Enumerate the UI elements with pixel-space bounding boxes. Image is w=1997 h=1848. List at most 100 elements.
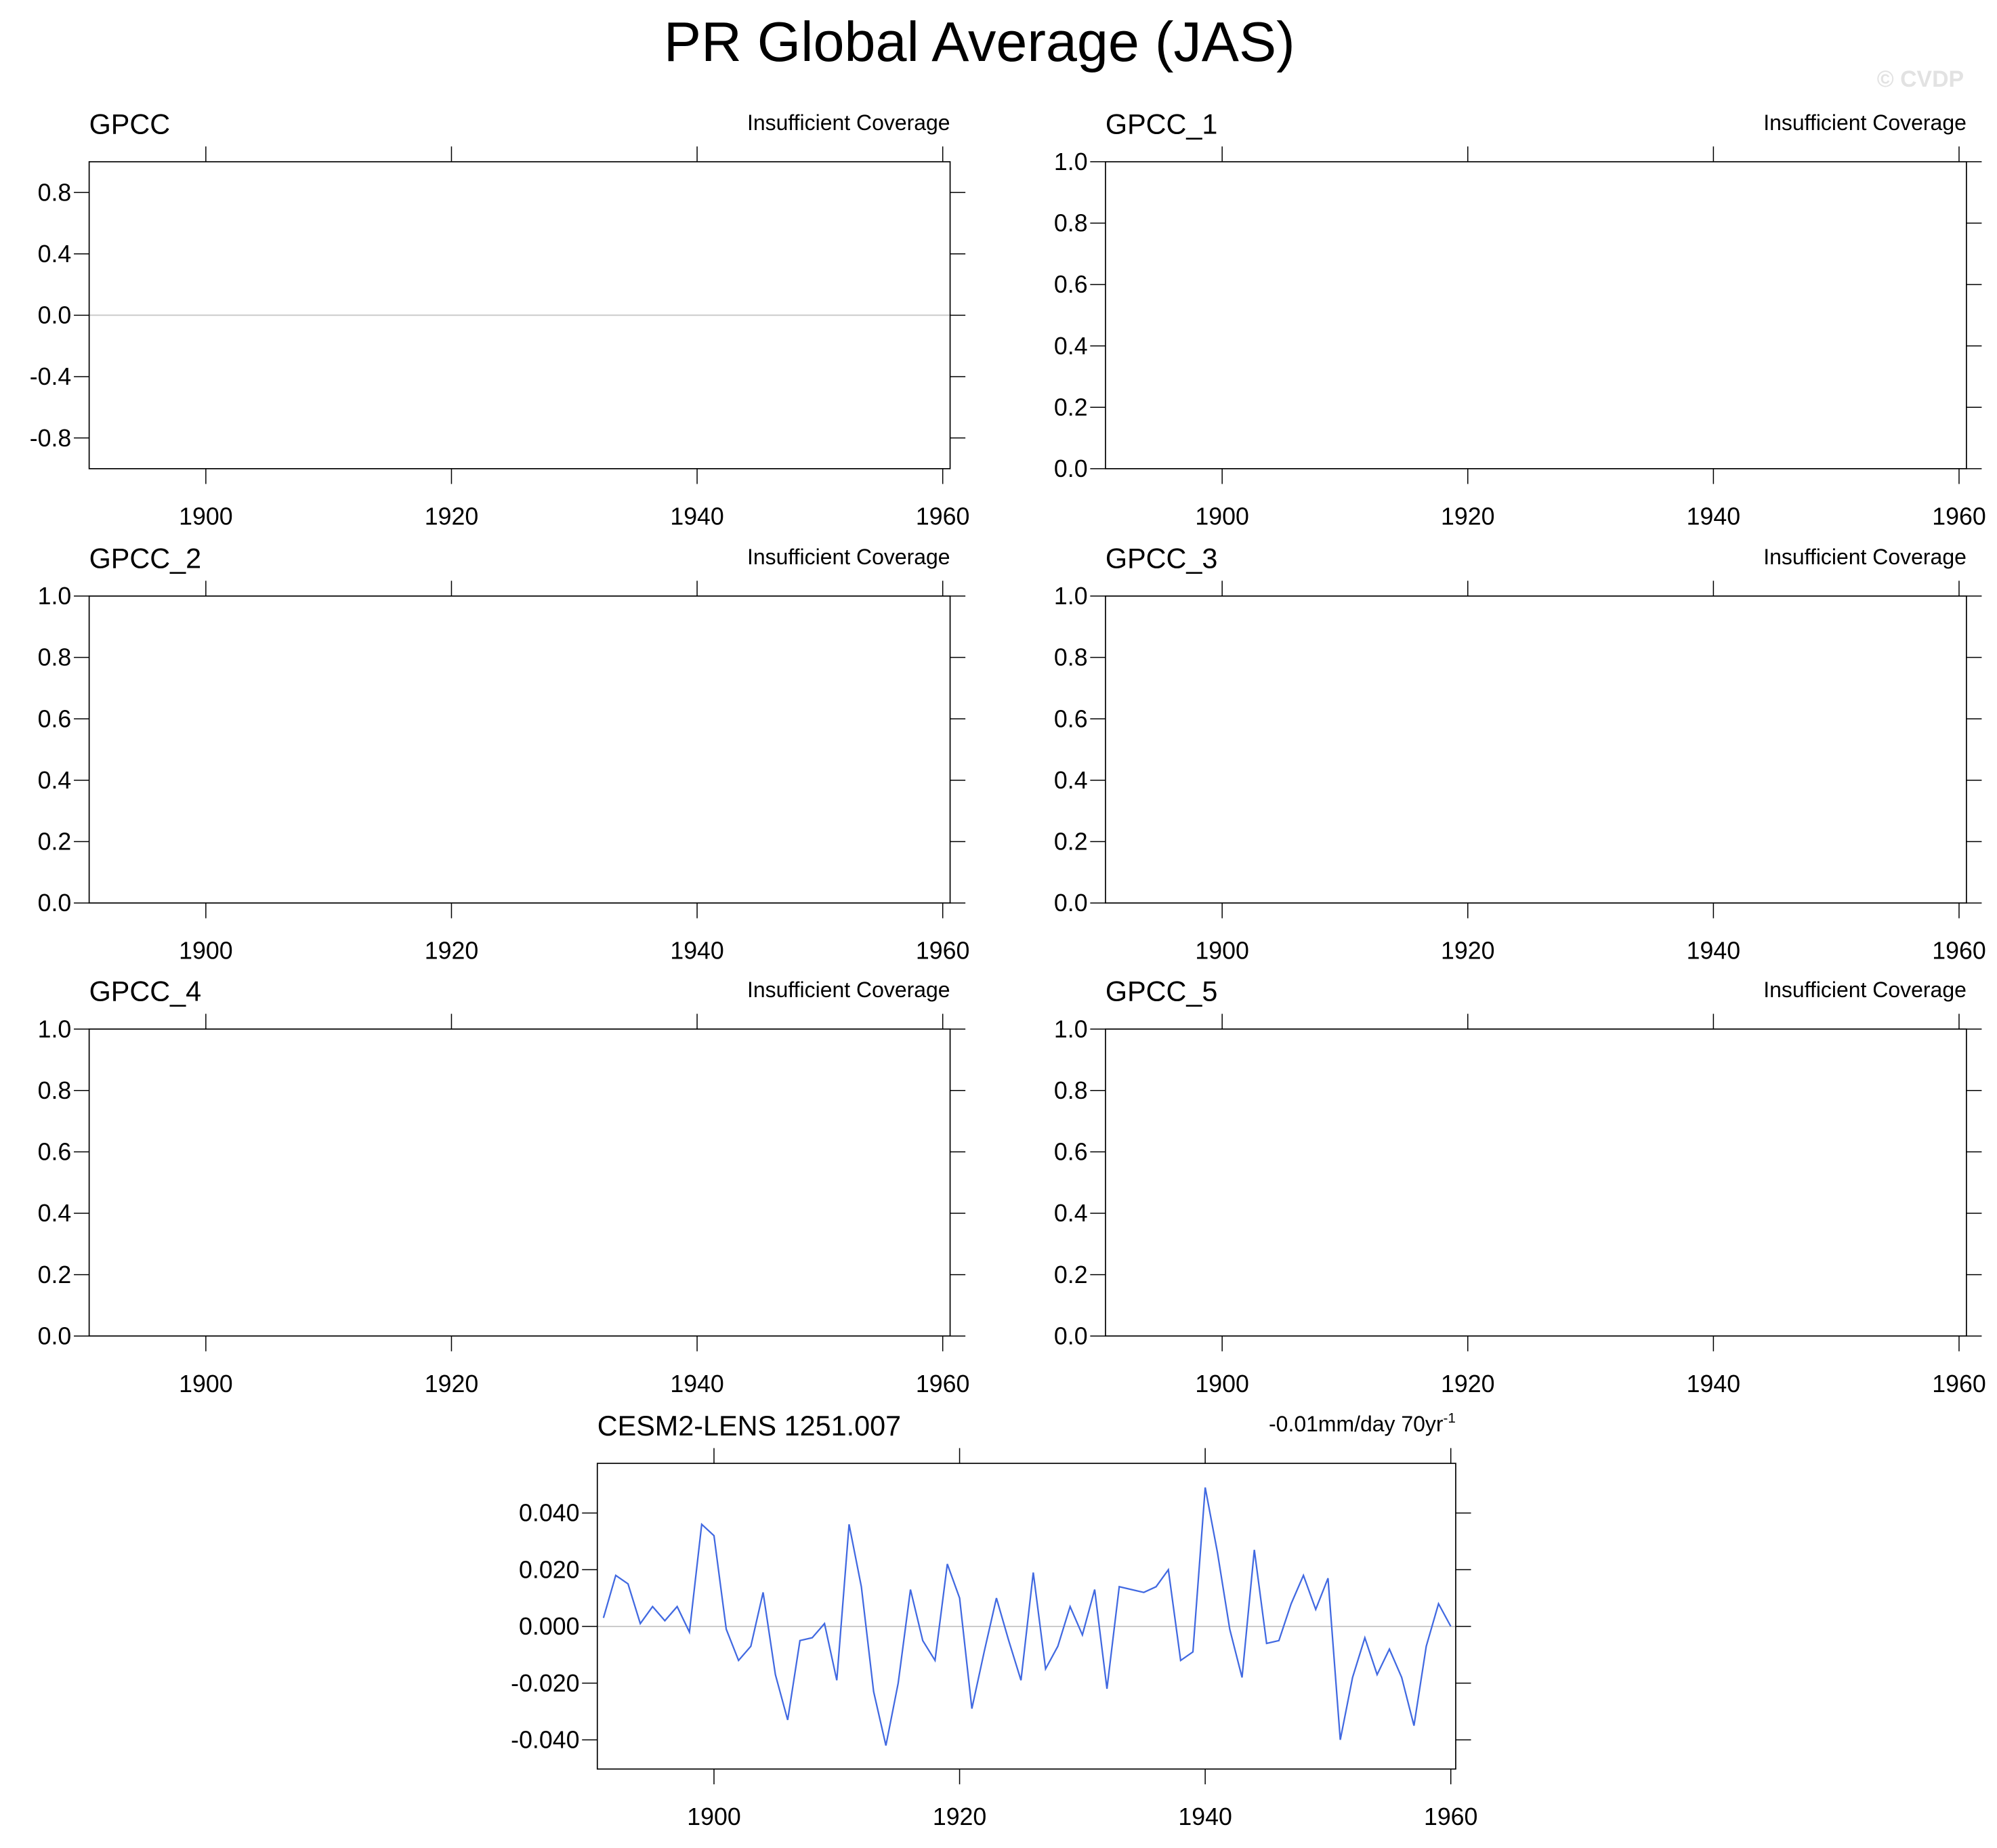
panel-annotation: Insufficient Coverage [1763,978,1967,1002]
panel-title: GPCC_1 [1106,108,1217,140]
annotation-text: Insufficient Coverage [747,545,950,569]
x-tick-label: 1900 [1195,1370,1248,1398]
x-tick-label: 1920 [1441,1370,1494,1398]
y-tick-label: 0.2 [38,828,72,856]
annotation-superscript: -1 [1444,1410,1456,1426]
panel: GPCC_1 Insufficient Coverage 0.0 0.2 0.4 0.6 0… [1054,108,1986,530]
plot-frame [88,1028,951,1337]
y-tick-label: 0.0 [1054,1322,1088,1349]
panel: GPCC_5 Insufficient Coverage 0.0 0.2 0.4 0.6 0… [1054,976,1986,1398]
x-tick-label: 1900 [1195,503,1248,530]
y-tick-label: 0.8 [38,644,72,671]
plot-frame [88,595,951,904]
y-tick-label: 0.0 [1054,455,1088,482]
figure-title: PR Global Average (JAS) [664,10,1295,73]
y-tick-label: 0.0 [38,889,72,917]
y-tick-label: 0.6 [38,1139,72,1166]
panel-title: GPCC_4 [89,976,201,1007]
y-tick-label: 0.4 [38,1200,72,1227]
x-tick-label: 1920 [425,503,478,530]
annotation-text: Insufficient Coverage [747,110,950,135]
series-line [602,1487,1452,1746]
panel-annotation: Insufficient Coverage [747,978,950,1002]
y-tick-label: 1.0 [1054,1015,1088,1043]
y-tick-label: 0.8 [1054,644,1088,671]
y-tick-label: 1.0 [38,583,72,610]
y-tick-label: 0.6 [38,705,72,732]
panel: GPCC_4 Insufficient Coverage 0.0 0.2 0.4 0.6 0… [38,976,970,1398]
plot-frame [1105,161,1967,469]
x-tick-label: 1920 [1441,503,1494,530]
y-tick-label: -0.040 [511,1727,579,1754]
panel-title: GPCC_3 [1106,543,1217,574]
x-tick-label: 1960 [916,938,969,965]
y-tick-label: 0.0 [1054,889,1088,917]
x-tick-label: 1920 [1441,938,1494,965]
plot-frame [596,1463,1456,1770]
y-tick-label: 0.6 [1054,271,1088,298]
x-tick-label: 1960 [1932,503,1985,530]
x-tick-label: 1940 [1687,938,1740,965]
panel-annotation: Insufficient Coverage [1763,545,1967,569]
annotation-text: -0.01mm/day 70yr [1269,1412,1444,1436]
x-tick-label: 1900 [1195,938,1248,965]
x-tick-label: 1900 [179,938,232,965]
y-tick-label: 1.0 [1054,148,1088,175]
panel: GPCC Insufficient Coverage -0.8 -0.4 0.0 0.4 0… [30,108,970,530]
y-tick-label: 0.8 [38,179,72,206]
watermark: © CVDP [1877,66,1964,92]
y-tick-label: 0.2 [1054,828,1088,856]
y-tick-label: 0.8 [1054,1077,1088,1104]
y-tick-label: 0.000 [519,1613,579,1640]
x-tick-label: 1920 [425,938,478,965]
x-tick-label: 1960 [1932,1370,1985,1398]
x-tick-label: 1900 [687,1803,740,1830]
y-tick-label: 0.4 [1054,333,1088,360]
panel-annotation: Insufficient Coverage [747,110,950,135]
x-tick-label: 1920 [933,1803,986,1830]
y-tick-label: 0.0 [38,1322,72,1349]
y-tick-label: -0.8 [30,425,72,452]
y-tick-label: 0.6 [1054,705,1088,732]
y-tick-label: 1.0 [38,1015,72,1043]
x-tick-label: 1940 [1178,1803,1232,1830]
panel-title: GPCC_5 [1106,976,1217,1007]
panel-annotation: Insufficient Coverage [1763,110,1967,135]
y-tick-label: 0.4 [1054,1200,1088,1227]
y-tick-label: 0.020 [519,1556,579,1583]
y-tick-label: 0.6 [1054,1139,1088,1166]
panel-annotation: Insufficient Coverage [747,545,950,569]
y-tick-label: 0.040 [519,1500,579,1527]
panel: GPCC_3 Insufficient Coverage 0.0 0.2 0.4 0.6 0… [1054,543,1986,965]
y-tick-label: 0.2 [1054,1261,1088,1288]
y-tick-label: 0.8 [38,1077,72,1104]
x-tick-label: 1960 [916,1370,969,1398]
panel: GPCC_2 Insufficient Coverage 0.0 0.2 0.4 0.6 0… [38,543,970,965]
y-tick-label: 0.2 [38,1261,72,1288]
panel-title: GPCC [89,108,170,140]
annotation-text: Insufficient Coverage [1763,545,1967,569]
y-tick-label: 0.0 [38,302,72,329]
plot-frame [1105,1028,1967,1337]
x-tick-label: 1960 [1424,1803,1477,1830]
plot-frame [1105,595,1967,904]
annotation-text: Insufficient Coverage [747,978,950,1002]
plot-frame [88,161,951,469]
x-tick-label: 1920 [425,1370,478,1398]
x-tick-label: 1940 [1687,503,1740,530]
y-tick-label: -0.4 [30,363,72,390]
x-tick-label: 1900 [179,503,232,530]
x-tick-label: 1960 [1932,938,1985,965]
panel-annotation: -0.01mm/day 70yr-1 [1269,1410,1456,1436]
x-tick-label: 1940 [670,938,723,965]
panel-title: GPCC_2 [89,543,201,574]
y-tick-label: 0.8 [1054,210,1088,237]
y-tick-label: 0.4 [1054,767,1088,794]
panel-title: CESM2-LENS 1251.007 [597,1410,901,1442]
annotation-text: Insufficient Coverage [1763,110,1967,135]
y-tick-label: 1.0 [1054,583,1088,610]
y-tick-label: -0.020 [511,1670,579,1697]
x-tick-label: 1940 [670,1370,723,1398]
